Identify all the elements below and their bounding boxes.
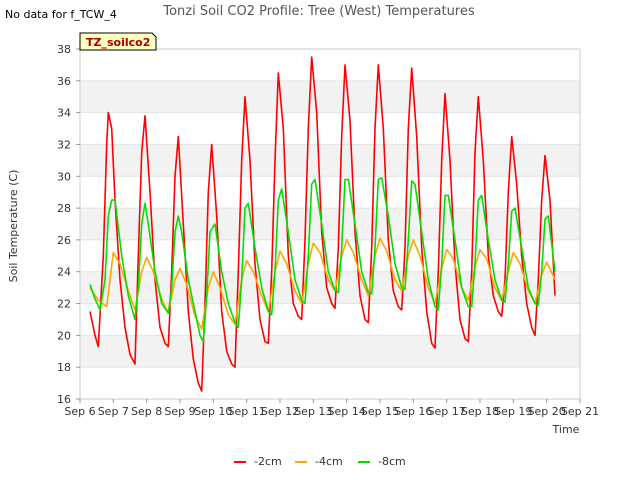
x-tick-label: Sep 19: [494, 405, 532, 418]
y-tick-label: 32: [57, 138, 71, 151]
x-tick-label: Sep 6: [64, 405, 95, 418]
x-tick-label: Sep 18: [461, 405, 499, 418]
y-tick-label: 36: [57, 75, 71, 88]
y-tick-label: 16: [57, 393, 71, 406]
x-axis-title: Time: [552, 423, 580, 436]
y-tick-label: 34: [57, 107, 71, 120]
grid-band: [80, 144, 580, 177]
y-tick-label: 28: [57, 202, 71, 215]
x-tick-label: Sep 20: [528, 405, 566, 418]
series-line-2cm: [89, 56, 556, 392]
y-tick-label: 20: [57, 329, 71, 342]
x-tick-label: Sep 12: [261, 405, 299, 418]
series-layer: [89, 56, 556, 392]
grid-band: [80, 80, 580, 113]
x-tick-label: Sep 21: [561, 405, 599, 418]
grid-band: [80, 208, 580, 240]
y-tick-label: 24: [57, 266, 71, 279]
legend: -2cm -4cm -8cm: [234, 455, 406, 468]
x-tick-label: Sep 15: [361, 405, 399, 418]
badge: TZ_soilco2: [79, 32, 157, 51]
grid-bands: [80, 80, 580, 368]
plot-frame: [79, 48, 581, 400]
badge-box: [79, 32, 157, 51]
x-tick-label: Sep 13: [294, 405, 332, 418]
x-tick-label: Sep 11: [228, 405, 266, 418]
x-tick-label: Sep 8: [131, 405, 162, 418]
x-tick-label: Sep 14: [328, 405, 366, 418]
y-tick-label: 26: [57, 234, 71, 247]
badge-label: TZ_soilco2: [86, 36, 150, 49]
no-data-note: No data for f_TCW_4: [5, 8, 117, 21]
y-tick-label: 38: [57, 43, 71, 56]
y-axis-title: Soil Temperature (C): [7, 170, 20, 283]
x-tick-label: Sep 17: [428, 405, 466, 418]
legend-label: -4cm: [315, 455, 343, 468]
series-line-8cm: [89, 177, 556, 343]
grid-band: [80, 335, 580, 368]
x-tick-label: Sep 16: [394, 405, 432, 418]
y-tick-label: 18: [57, 361, 71, 374]
series-line-4cm: [89, 237, 556, 330]
legend-label: -2cm: [254, 455, 282, 468]
y-axis-ticks: 16 18 20 22 24 26 28 30 32 34 36 38: [57, 43, 80, 406]
x-tick-label: Sep 10: [194, 405, 232, 418]
legend-label: -8cm: [378, 455, 406, 468]
x-tick-label: Sep 7: [98, 405, 129, 418]
y-tick-label: 30: [57, 170, 71, 183]
chart-title: Tonzi Soil CO2 Profile: Tree (West) Temp…: [162, 4, 475, 19]
y-tick-label: 22: [57, 298, 71, 311]
x-tick-label: Sep 9: [164, 405, 195, 418]
